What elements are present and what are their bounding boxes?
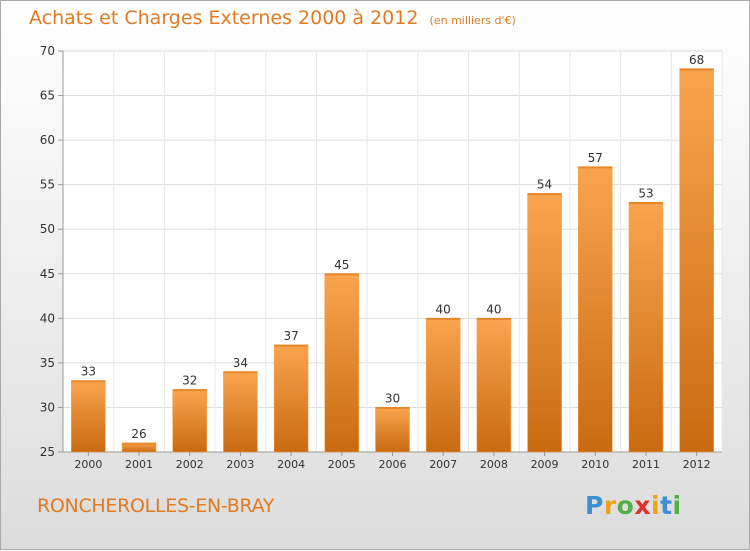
y-tick-label: 55 (40, 178, 55, 192)
data-label: 37 (283, 329, 298, 343)
bar-2000 (71, 380, 106, 453)
y-tick-label: 35 (40, 356, 55, 370)
y-tick-label: 50 (40, 222, 55, 236)
chart-title-block: Achats et Charges Externes 2000 à 2012 (… (29, 7, 516, 29)
brand-letter: r (603, 491, 617, 520)
brand-logo: Proxiti (585, 491, 682, 520)
brand-letter: x (634, 491, 651, 520)
y-tick-label: 65 (40, 89, 55, 103)
bar-2011 (628, 202, 664, 453)
bar-2008 (476, 318, 512, 453)
bar-2009 (527, 193, 562, 453)
location-name: RONCHEROLLES-EN-BRAY (37, 495, 275, 517)
bar-2002 (172, 389, 207, 453)
x-tick-label: 2002 (176, 458, 204, 471)
data-label: 68 (689, 53, 704, 67)
data-label: 40 (486, 302, 501, 316)
x-tick-label: 2012 (683, 458, 711, 471)
data-label: 45 (334, 258, 349, 272)
data-label: 26 (131, 427, 146, 441)
data-label: 40 (436, 302, 451, 316)
y-tick-label: 45 (40, 267, 55, 281)
y-tick-label: 30 (40, 400, 55, 414)
x-tick-label: 2009 (531, 458, 559, 471)
bar-2005 (324, 273, 360, 453)
y-tick-label: 60 (40, 133, 55, 147)
x-tick-label: 2004 (277, 458, 305, 471)
x-tick-label: 2007 (429, 458, 457, 471)
data-label: 33 (81, 365, 96, 379)
data-label: 32 (182, 374, 197, 388)
x-tick-label: 2010 (581, 458, 609, 471)
bar-2003 (223, 371, 258, 453)
x-tick-label: 2008 (480, 458, 508, 471)
x-tick-label: 2000 (74, 458, 102, 471)
data-label: 30 (385, 391, 400, 405)
brand-letter: P (585, 491, 604, 520)
bar-2012 (679, 68, 714, 453)
y-tick-label: 40 (40, 311, 55, 325)
x-tick-label: 2011 (632, 458, 660, 471)
x-tick-label: 2006 (379, 458, 407, 471)
brand-letter: o (616, 491, 635, 520)
data-label: 53 (638, 186, 653, 200)
data-label: 54 (537, 178, 552, 192)
data-label: 34 (233, 356, 248, 370)
chart-subtitle: (en milliers d'€) (429, 14, 516, 27)
chart-title: Achats et Charges Externes 2000 à 2012 (29, 7, 419, 29)
brand-letter: i (672, 491, 682, 520)
brand-letter: t (660, 491, 673, 520)
brand-letter: i (651, 491, 661, 520)
x-tick-label: 2001 (125, 458, 153, 471)
bar-2007 (425, 318, 461, 453)
x-tick-label: 2003 (226, 458, 254, 471)
bar-2004 (273, 344, 309, 453)
y-tick-label: 70 (40, 44, 55, 58)
data-label: 57 (588, 151, 603, 165)
y-tick-label: 25 (40, 445, 55, 459)
x-tick-label: 2005 (328, 458, 356, 471)
bar-2010 (578, 166, 613, 453)
bar-2006 (375, 407, 410, 453)
